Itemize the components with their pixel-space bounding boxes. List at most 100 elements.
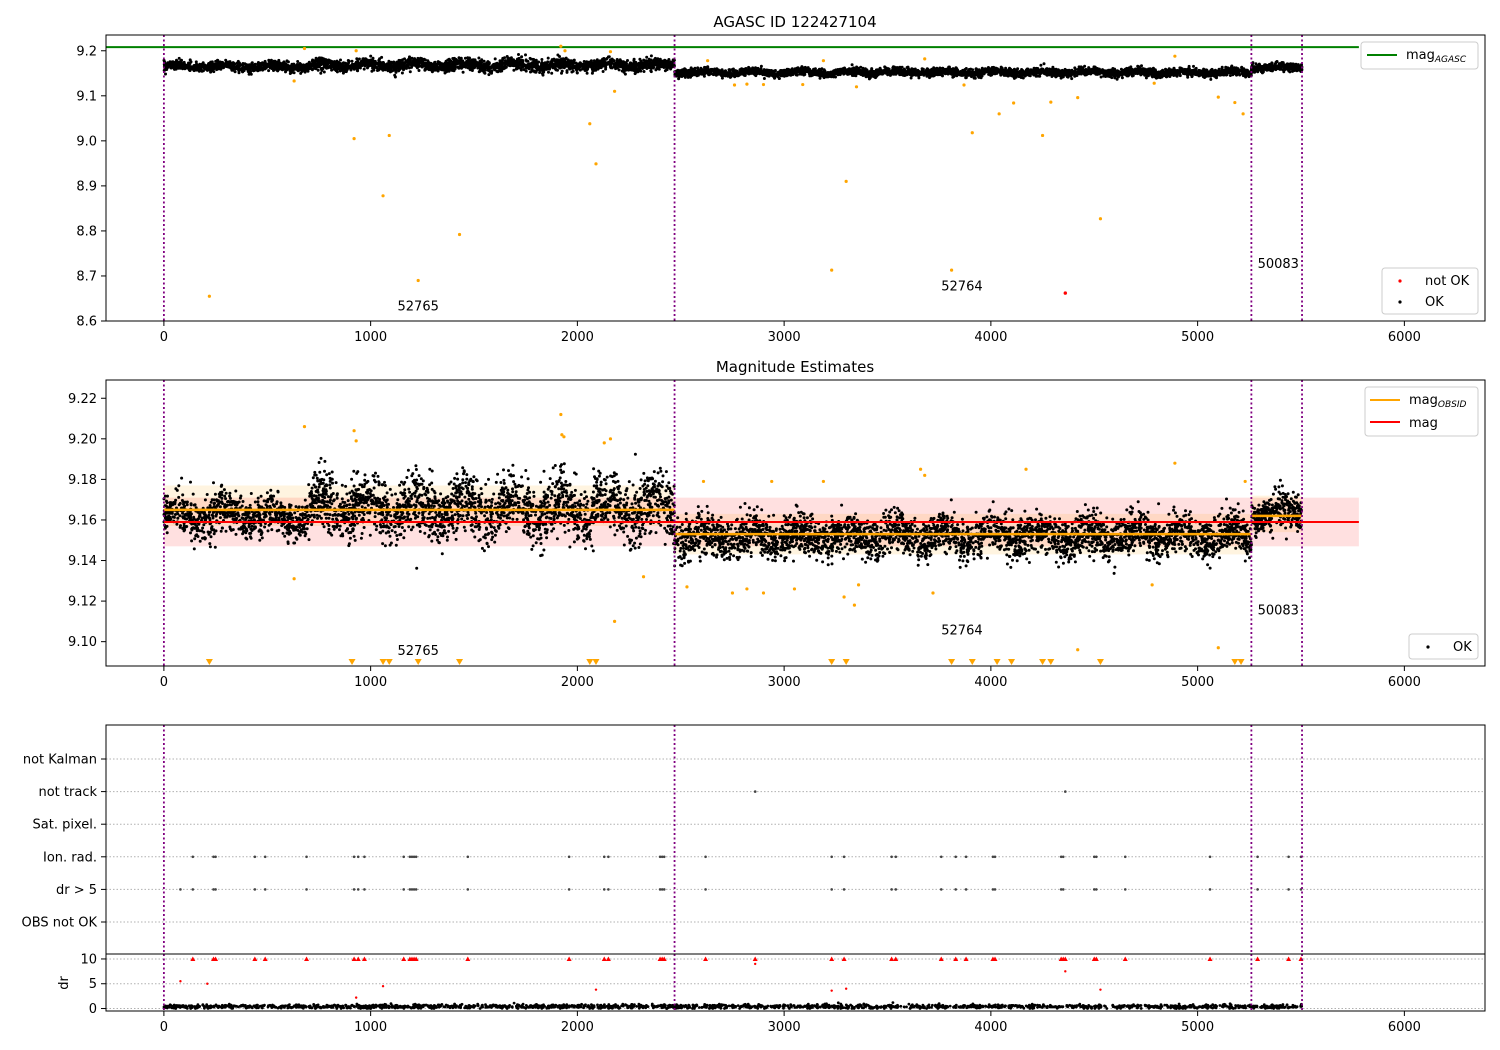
- agasc-ok-point: [499, 65, 502, 68]
- agasc-ok-point: [464, 65, 468, 69]
- agasc-ok-point: [600, 63, 604, 67]
- agasc-ok-point: [606, 62, 610, 65]
- agasc-ok-point: [585, 71, 589, 75]
- agasc-ok-point: [416, 59, 420, 63]
- agasc-ok-point: [388, 65, 392, 69]
- agasc-ok-point: [397, 69, 401, 73]
- agasc-ok-point: [277, 62, 281, 65]
- agasc-ok-point: [277, 58, 281, 62]
- agasc-ok-point: [362, 62, 366, 66]
- agasc-ok-point: [174, 66, 178, 69]
- agasc-ok-point: [639, 69, 643, 73]
- agasc-ok-point: [573, 66, 577, 70]
- agasc-ok-point: [293, 66, 297, 70]
- agasc-ok-point: [310, 68, 314, 72]
- agasc-axes: 0 1000 2000 3000 4000 5000 60008.68.78.88.99.0…: [76, 44, 1421, 345]
- agasc-ok-point: [445, 62, 449, 66]
- agasc-ok-point: [487, 62, 491, 66]
- agasc-ok-point: [226, 65, 229, 69]
- agasc-ok-point: [296, 60, 300, 63]
- agasc-ok-point: [163, 63, 167, 67]
- agasc-ok-point: [605, 57, 609, 60]
- agasc-ok-point: [530, 65, 534, 68]
- agasc-ok-point: [537, 60, 541, 64]
- chart-title-agasc: AGASC ID 122427104: [713, 13, 876, 31]
- agasc-ok-point: [379, 63, 383, 67]
- agasc-ok-point: [510, 64, 514, 67]
- agasc-ok-point: [530, 68, 534, 72]
- agasc-ok-point: [414, 63, 418, 67]
- agasc-ytick-label: 8.6: [76, 315, 97, 330]
- agasc-xtick-label: 3000: [768, 330, 801, 345]
- agasc-ok-point: [564, 57, 568, 61]
- agasc-ok-point: [669, 66, 673, 69]
- agasc-ok-point: [354, 62, 358, 65]
- agasc-ok-point: [256, 62, 260, 66]
- agasc-ok-point: [323, 63, 327, 67]
- agasc-ok-point: [490, 65, 494, 68]
- agasc-ok-point: [235, 64, 239, 68]
- agasc-ok-point: [162, 58, 166, 62]
- agasc-ok-point: [340, 63, 344, 67]
- agasc-ok-point: [287, 66, 291, 70]
- agasc-ok-point: [222, 64, 226, 68]
- agasc-ok-point: [182, 63, 185, 67]
- agasc-magnitude-panel: AGASC ID 122427104 0 1000 2000 3000 4000 5000…: [76, 13, 1486, 345]
- agasc-ok-point: [461, 61, 465, 65]
- agasc-ok-point: [665, 65, 669, 69]
- agasc-ok-point: [575, 71, 579, 75]
- agasc-ok-point: [253, 64, 257, 68]
- agasc-ok-point: [400, 71, 404, 75]
- agasc-ok-point: [571, 63, 575, 67]
- agasc-ok-point: [572, 58, 576, 62]
- agasc-ok-point: [850, 63, 854, 67]
- agasc-ok-point: [637, 66, 641, 70]
- agasc-ok-point: [224, 62, 228, 66]
- agasc-ok-point: [355, 57, 359, 61]
- agasc-ok-point: [261, 66, 265, 70]
- agasc-ok-point: [348, 66, 352, 70]
- agasc-ok-point: [523, 63, 527, 67]
- agasc-ok-point: [642, 70, 646, 73]
- agasc-plot-area: [106, 35, 1359, 321]
- agasc-ok-point: [515, 65, 519, 69]
- agasc-ok-point: [626, 68, 630, 72]
- agasc-ok-point: [759, 64, 763, 68]
- agasc-ok-point: [413, 57, 417, 61]
- agasc-ok-point: [540, 61, 544, 64]
- agasc-ok-point: [380, 66, 384, 70]
- agasc-ok-point: [334, 64, 338, 68]
- agasc-ok-point: [591, 69, 595, 73]
- agasc-ok-point: [389, 69, 393, 73]
- agasc-ok-point: [493, 57, 497, 61]
- agasc-ok-point: [656, 57, 660, 61]
- agasc-ok-point: [652, 59, 656, 63]
- agasc-ok-point: [425, 64, 429, 68]
- agasc-ok-point: [432, 66, 436, 69]
- agasc-ok-point: [269, 60, 273, 64]
- agasc-ok-point: [663, 69, 667, 73]
- agasc-ok-point: [304, 67, 308, 71]
- agasc-ok-point: [1039, 63, 1043, 67]
- agasc-ok-point: [656, 63, 660, 67]
- agasc-ok-point: [870, 67, 874, 71]
- agasc-ok-point: [393, 62, 396, 66]
- agasc-ok-point: [1099, 75, 1103, 79]
- agasc-ok-point: [206, 63, 210, 67]
- agasc-ok-point: [408, 55, 411, 59]
- agasc-ok-point: [198, 62, 202, 66]
- agasc-ok-point: [268, 63, 272, 67]
- agasc-ok-point: [451, 61, 455, 65]
- agasc-ok-point: [237, 71, 241, 75]
- agasc-ok-point: [556, 68, 559, 72]
- agasc-xtick-label: 5000: [1181, 330, 1214, 345]
- agasc-xtick-label: 1000: [354, 330, 387, 345]
- agasc-ok-point: [168, 60, 172, 64]
- agasc-ok-point: [498, 59, 502, 63]
- agasc-ok-point: [561, 61, 565, 65]
- agasc-xtick-label: 2000: [561, 330, 594, 345]
- agasc-ytick-label: 9.0: [76, 134, 97, 149]
- agasc-ok-point: [358, 65, 362, 68]
- agasc-ok-point: [260, 62, 264, 66]
